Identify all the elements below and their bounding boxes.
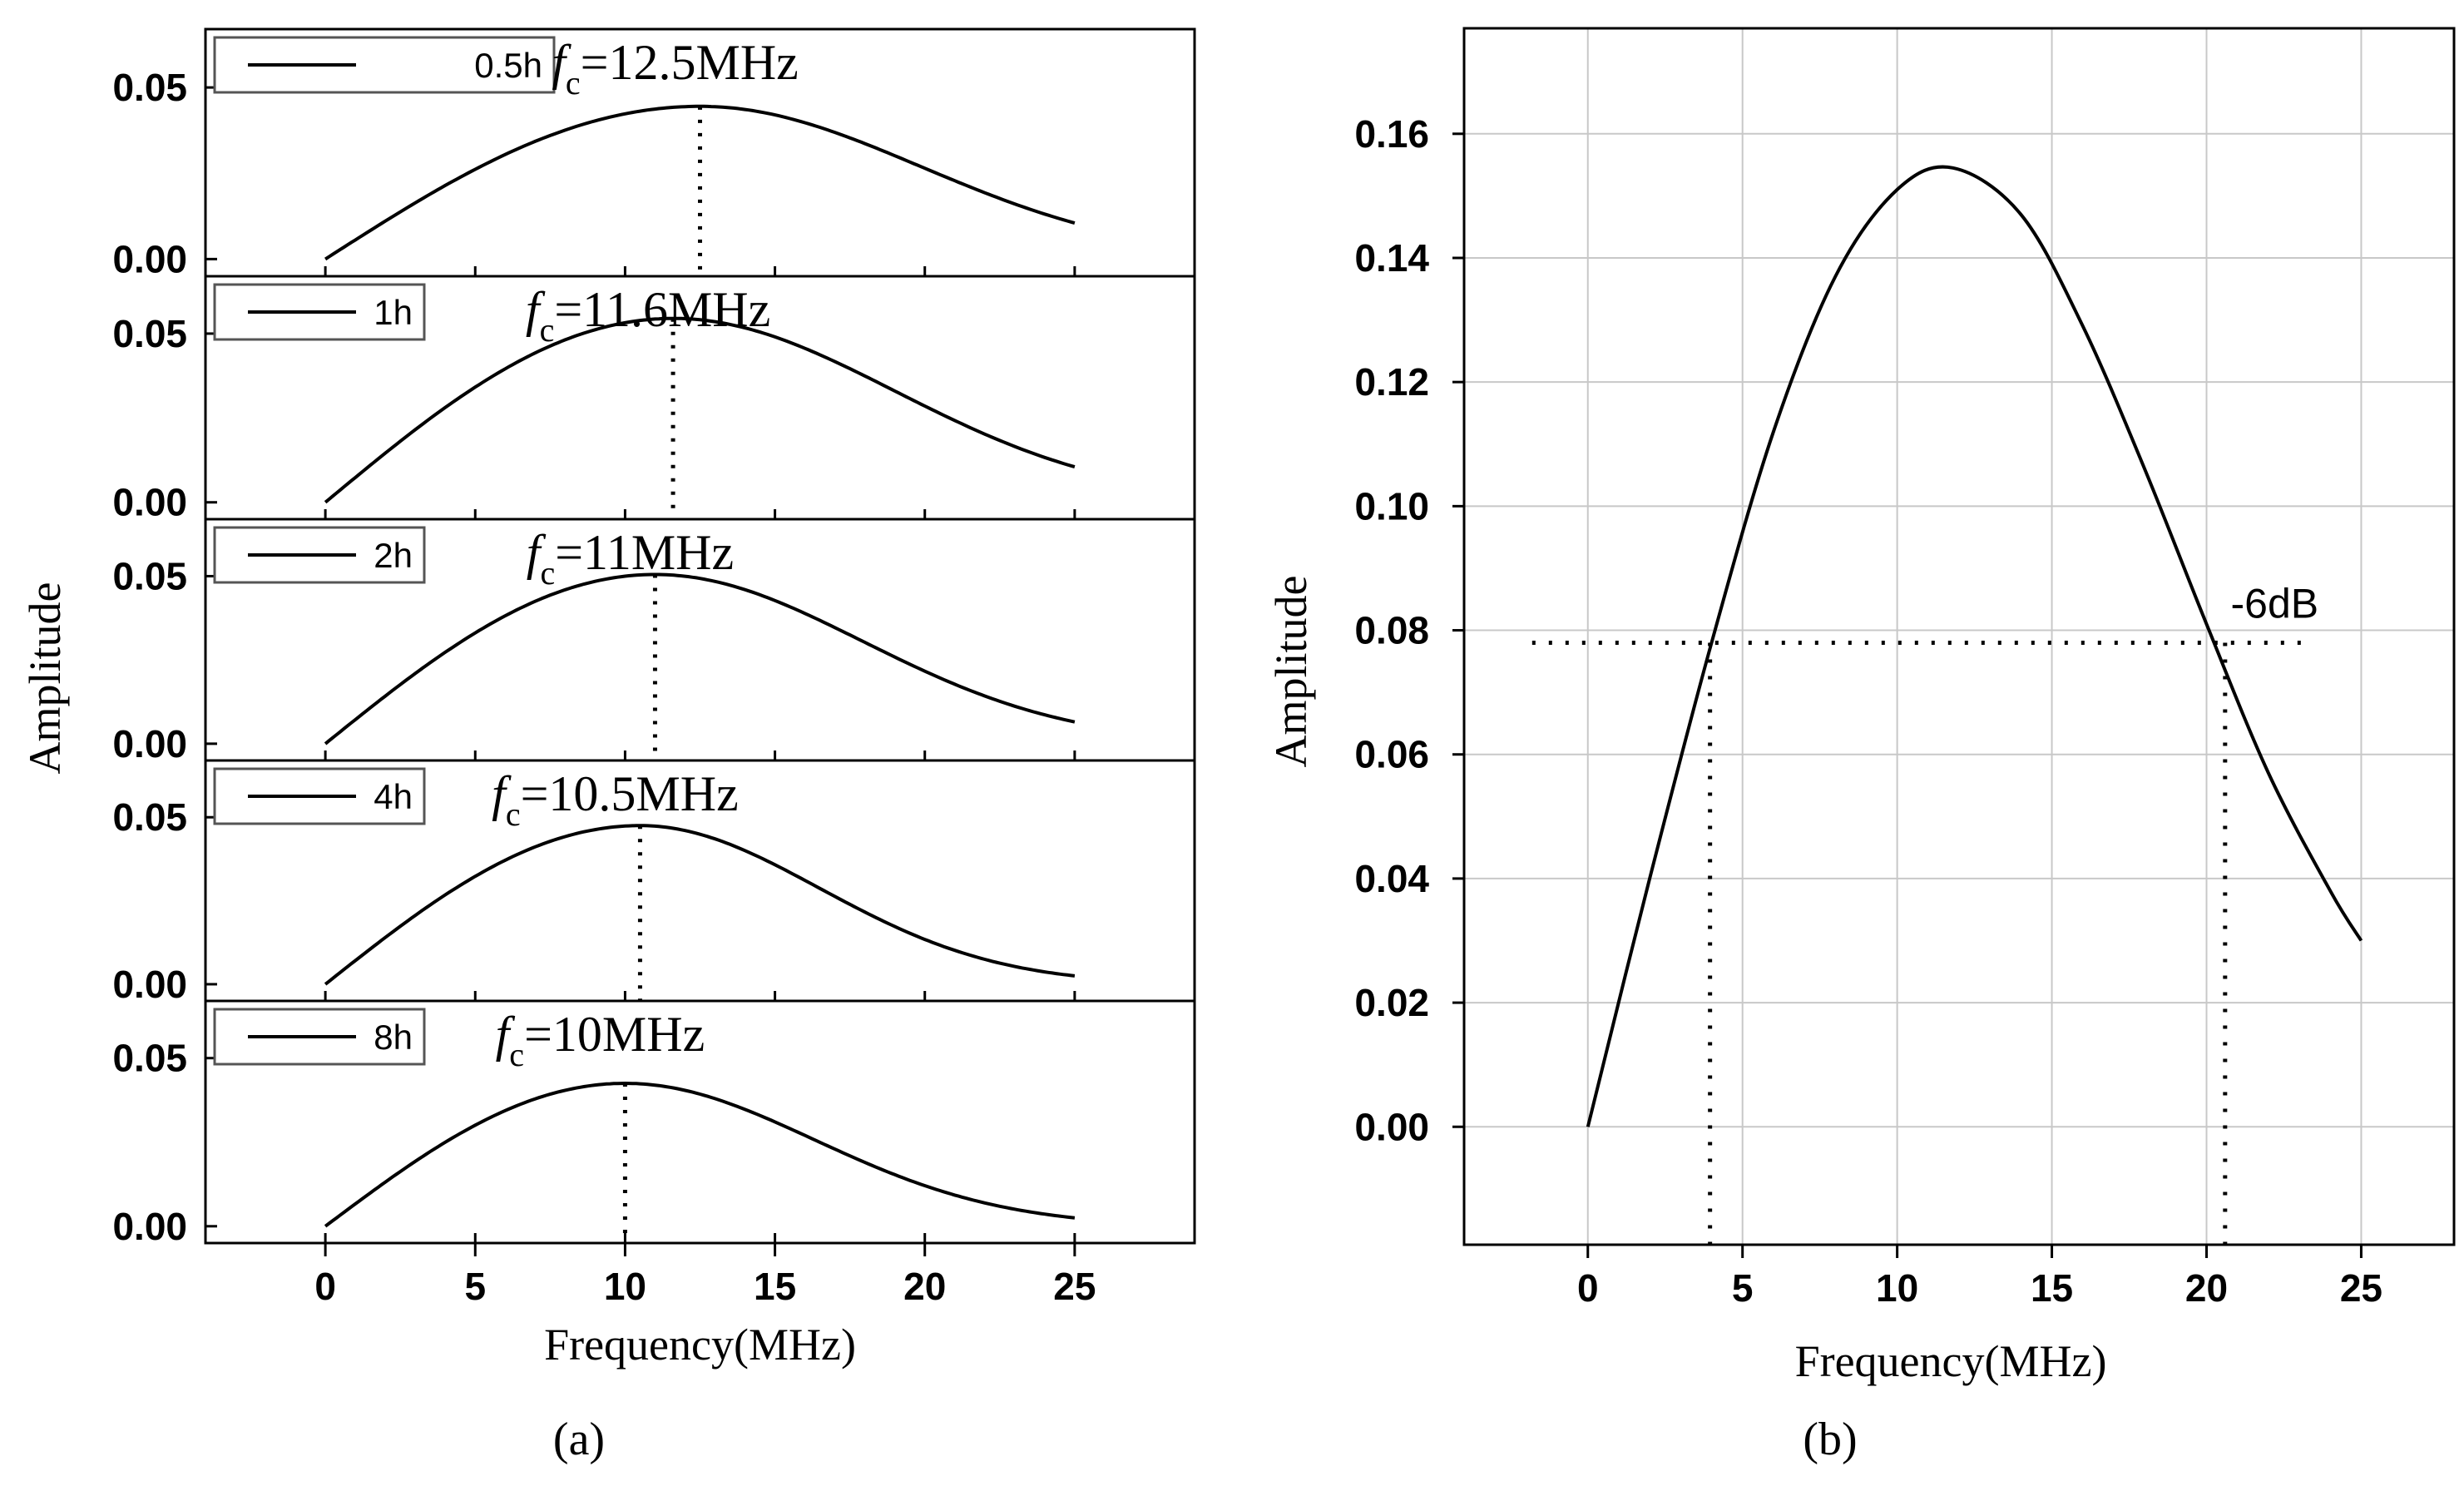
legend-label: 8h	[374, 1018, 413, 1057]
x-tick-label: 5	[464, 1265, 486, 1308]
fc-subscript: c	[506, 795, 521, 833]
y-tick-label: 0.00	[112, 963, 187, 1006]
subplot-4: 0.00 0.05 4h fc=10.5MHz	[112, 759, 1195, 1006]
y-tick-label: 0.10	[1354, 484, 1429, 528]
y-tick-label: 0.00	[112, 481, 187, 524]
x-tick-label: 20	[903, 1265, 946, 1308]
center-frequency-label: fc=11MHz	[527, 525, 734, 592]
subplot-2: 0.00 0.05 1h fc=11.6MHz	[112, 275, 1195, 524]
y-axis-title: Amplitude	[20, 582, 70, 775]
x-tick-label: 15	[2031, 1266, 2073, 1310]
y-tick-label: 0.00	[112, 237, 187, 280]
panel-a: 0.00 0.05 0.5h fc=12.5MHz 0.00 0.05 1h fc=11.6M…	[20, 27, 1196, 1465]
y-tick-label: 0.04	[1354, 857, 1429, 900]
x-tick-label: 10	[604, 1265, 646, 1308]
x-tick-label: 0	[314, 1265, 336, 1308]
panel-label-a-text: (a)	[553, 1414, 605, 1465]
center-frequency-label: fc=11.6MHz	[526, 282, 770, 349]
x-tick-label: 0	[1577, 1266, 1599, 1310]
fc-value: =10.5MHz	[521, 766, 739, 821]
x-tick-label: 15	[754, 1265, 796, 1308]
fc-subscript: c	[540, 554, 555, 592]
x-tick-label: 5	[1732, 1266, 1754, 1310]
legend-label: 1h	[374, 293, 413, 332]
spectrum-line	[324, 316, 1076, 504]
center-frequency-label: fc=10MHz	[496, 1007, 705, 1073]
y-tick-label: 0.06	[1354, 733, 1429, 776]
panel-label-a: (a)	[553, 1414, 605, 1465]
legend-label: 4h	[374, 777, 413, 816]
y-tick-label: 0.16	[1354, 112, 1429, 156]
spectrum-line	[1586, 165, 2363, 1127]
fc-value: =11MHz	[555, 525, 734, 580]
y-tick-label: 0.02	[1354, 981, 1429, 1024]
y-tick-label: 0.00	[112, 1205, 187, 1248]
y-tick-label: 0.00	[1354, 1105, 1429, 1148]
y-tick-label: 0.05	[112, 66, 187, 109]
panel-label-b: (b)	[1803, 1414, 1857, 1465]
fc-subscript: c	[566, 64, 581, 102]
y-tick-label: 0.14	[1354, 236, 1429, 280]
x-tick-label: 10	[1876, 1266, 1918, 1310]
subplot-5: 0.00 0.05 8h fc=10MHz	[112, 999, 1195, 1248]
subplot-1: 0.00 0.05 0.5h fc=12.5MHz	[112, 35, 1076, 280]
spectrum-line	[324, 104, 1076, 261]
fc-subscript: c	[540, 311, 555, 349]
y-tick-label: 0.00	[112, 722, 187, 765]
y-tick-label: 0.05	[112, 554, 187, 597]
fc-subscript: c	[509, 1036, 524, 1073]
fc-value: =10MHz	[524, 1007, 705, 1062]
y-tick-label: 0.05	[112, 795, 187, 839]
spectrum-line	[324, 824, 1076, 986]
x-axis-title: Frequency(MHz)	[544, 1320, 856, 1370]
y-tick-label: 0.05	[112, 312, 187, 355]
y-tick-label: 0.12	[1354, 360, 1429, 404]
legend-label: 2h	[374, 536, 413, 575]
fc-value: =12.5MHz	[581, 35, 799, 90]
x-tick-label: 25	[2340, 1266, 2382, 1310]
panel-a-frame	[204, 27, 1196, 1245]
legend-label: 0.5h	[474, 46, 542, 85]
threshold-label: -6dB	[2231, 580, 2319, 627]
spectrum-line	[324, 572, 1076, 746]
spectrum-line	[324, 1081, 1076, 1228]
x-tick-label: 25	[1053, 1265, 1096, 1308]
panel-b-frame	[1462, 27, 2456, 1246]
subplot-3: 0.00 0.05 2h fc=11MHz	[112, 518, 1195, 765]
center-frequency-label: fc=12.5MHz	[552, 35, 799, 102]
x-axis-title: Frequency(MHz)	[1795, 1336, 2107, 1386]
panel-label-b-text: (b)	[1803, 1414, 1857, 1465]
y-tick-label: 0.08	[1354, 609, 1429, 652]
panel-b: 0 5 10 15 20 25 0.00 0.02 0.04 0.06 0.08 0.10 0.12 0.…	[1266, 27, 2456, 1465]
y-axis-title: Amplitude	[1266, 576, 1316, 768]
y-tick-label: 0.05	[112, 1037, 187, 1080]
center-frequency-label: fc=10.5MHz	[492, 766, 739, 833]
fc-value: =11.6MHz	[554, 282, 770, 337]
x-tick-label: 20	[2185, 1266, 2228, 1310]
